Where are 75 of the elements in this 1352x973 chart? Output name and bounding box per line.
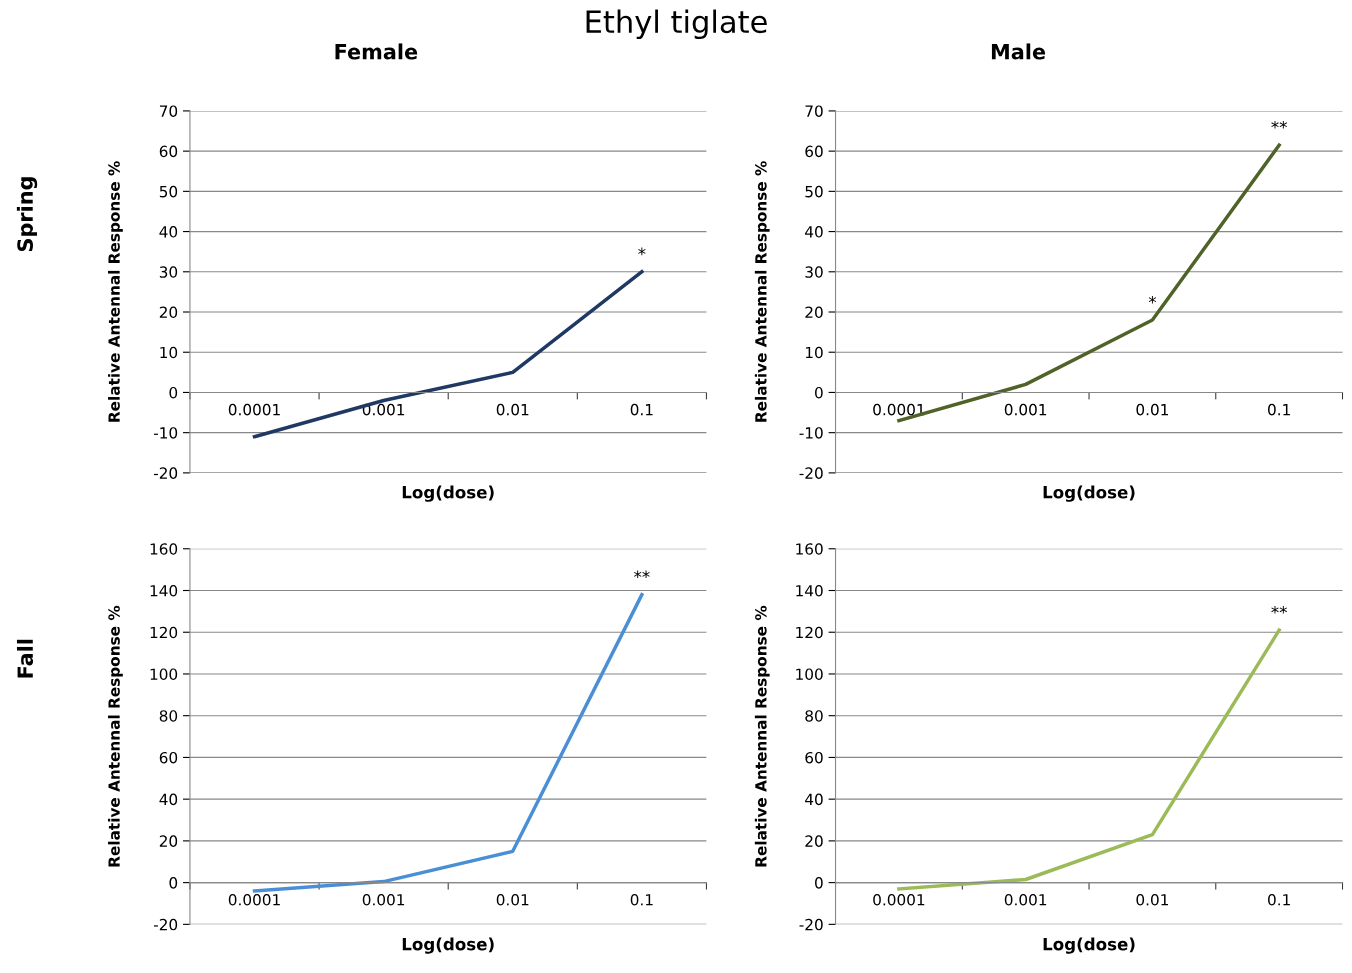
y-tick-label: 140	[150, 584, 178, 597]
x-tick-label: 0.1	[1268, 403, 1290, 416]
line-series	[252, 592, 644, 893]
y-tick-label: 60	[159, 145, 178, 158]
x-tick-label: 0.0001	[228, 894, 280, 906]
y-tick-label: 50	[805, 185, 823, 198]
y-tick-label: -10	[799, 427, 823, 439]
annotation: **	[1271, 120, 1287, 129]
x-tick-label: 0.0001	[873, 894, 925, 906]
y-tick-label: 120	[796, 626, 823, 639]
x-tick-label: 0.1	[1268, 894, 1290, 906]
y-tick-label: 10	[160, 346, 178, 359]
y-tick-label: -20	[153, 918, 178, 931]
y-tick-label: 80	[159, 710, 178, 722]
y-axis-title: Relative Antennal Response %	[754, 161, 770, 422]
y-tick-label: 100	[150, 668, 178, 680]
y-axis-title: Relative Antennal Response %	[754, 605, 770, 867]
y-tick-label: -20	[799, 467, 823, 479]
y-tick-label: 160	[796, 543, 823, 555]
chart-subtitle: Female	[335, 43, 418, 60]
y-tick-label: 40	[805, 226, 823, 238]
y-tick-label: 0	[169, 386, 178, 399]
chart-subtitle: Male	[991, 43, 1046, 60]
x-axis-title: Log(dose)	[402, 937, 494, 954]
annotation: **	[634, 570, 650, 579]
y-tick-label: 70	[805, 105, 823, 117]
y-tick-label: 0	[815, 386, 823, 399]
x-tick-label: 0.0001	[873, 403, 925, 416]
y-tick-label: 70	[159, 105, 178, 117]
y-tick-label: 30	[159, 266, 178, 278]
y-tick-label: 80	[805, 710, 823, 722]
y-tick-label: 40	[159, 226, 178, 238]
x-tick-label: 0.001	[1004, 894, 1047, 906]
y-tick-label: 10	[805, 346, 823, 359]
x-axis-title: Log(dose)	[402, 485, 494, 502]
y-tick-label: -20	[153, 467, 178, 479]
y-tick-label: 50	[159, 185, 178, 198]
x-axis-title: Log(dose)	[1043, 937, 1135, 954]
y-tick-label: 0	[169, 877, 178, 889]
y-tick-label: 40	[805, 793, 823, 806]
x-axis-title: Log(dose)	[1043, 485, 1135, 502]
y-tick-label: 60	[805, 751, 823, 764]
annotation: *	[1148, 295, 1157, 304]
y-axis-title: Relative Antennal Response %	[108, 161, 123, 422]
y-tick-label: -10	[153, 427, 178, 439]
annotation: *	[638, 247, 646, 256]
y-tick-label: 100	[796, 668, 823, 680]
x-tick-label: 0.001	[1004, 403, 1047, 416]
y-tick-label: 30	[805, 266, 823, 278]
y-tick-label: 60	[805, 145, 823, 158]
x-tick-label: 0.01	[1136, 894, 1169, 906]
x-tick-label: 0.1	[630, 894, 653, 906]
x-tick-label: 0.0001	[228, 403, 280, 416]
x-tick-label: 0.001	[362, 894, 405, 906]
x-tick-label: 0.1	[630, 403, 653, 416]
x-tick-label: 0.01	[1136, 403, 1169, 416]
chart-title: Ethyl tiglate	[586, 9, 767, 40]
annotation: **	[1271, 605, 1287, 614]
y-tick-label: 0	[815, 877, 823, 889]
y-tick-label: 60	[159, 751, 178, 764]
y-tick-label: 160	[150, 543, 178, 555]
line-series	[897, 628, 1281, 891]
text: Spring	[16, 177, 38, 252]
x-tick-label: 0.01	[496, 403, 529, 416]
x-tick-label: 0.01	[496, 894, 529, 906]
y-tick-label: 40	[159, 793, 178, 806]
y-tick-label: -20	[799, 918, 823, 931]
y-tick-label: 20	[805, 306, 823, 319]
y-tick-label: 20	[159, 306, 178, 319]
y-tick-label: 140	[796, 584, 823, 597]
text: Fall	[16, 639, 34, 678]
y-tick-label: 20	[159, 835, 178, 847]
y-axis-title: Relative Antennal Response %	[108, 605, 123, 867]
y-tick-label: 20	[805, 835, 823, 847]
y-tick-label: 120	[150, 626, 178, 639]
